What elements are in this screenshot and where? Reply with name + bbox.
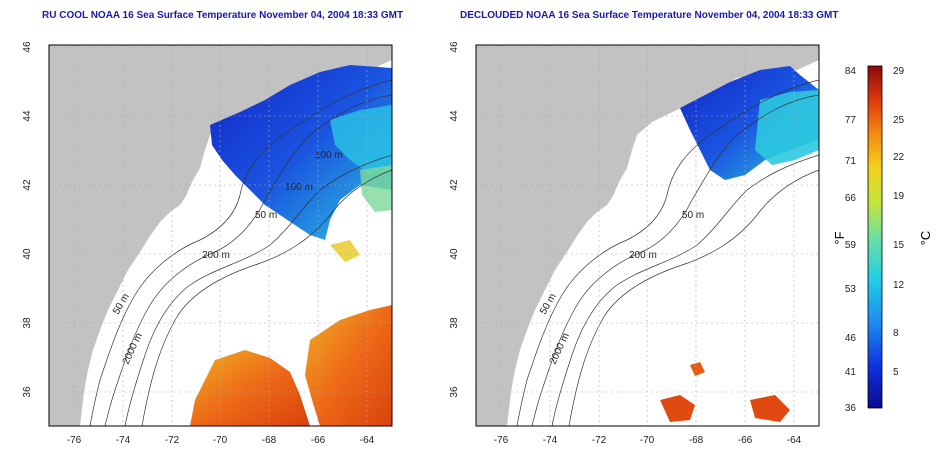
colorbar: 84 77 71 66 59 53 46 41 36 29 25 22 19 1… [832,65,933,414]
colorbar-f-tick: 59 [845,240,857,251]
left-contour-label-1: 100 m [315,150,343,161]
colorbar-c-tick: 29 [893,66,905,77]
left-x-tick: -64 [360,435,375,446]
left-x-tick: -70 [213,435,228,446]
right-sst-cyan [755,90,819,165]
colorbar-c-tick: 22 [893,152,905,163]
left-x-tick: -74 [116,435,131,446]
left-y-tick: 36 [22,386,33,398]
colorbar-c-tick: 5 [893,367,899,378]
left-sst-cold [210,65,392,240]
right-y-tick: 40 [449,248,460,260]
colorbar-f-tick: 77 [845,115,857,126]
right-contours [516,79,819,426]
colorbar-c-tick: 8 [893,328,899,339]
right-grid [476,45,819,426]
right-y-tick: 46 [449,41,460,53]
right-sst-warm-3 [690,362,705,376]
colorbar-f-tick: 46 [845,333,857,344]
right-panel-title: DECLOUDED NOAA 16 Sea Surface Temperatur… [460,10,839,21]
colorbar-c-tick: 12 [893,280,905,291]
right-sst-warm-1 [660,395,695,422]
left-sst-green [360,165,392,212]
left-contour-label-4: 200 m [202,250,230,261]
right-x-tick: -70 [640,435,655,446]
left-y-tick: 46 [22,41,33,53]
left-x-tick: -72 [165,435,180,446]
colorbar-c-tick: 15 [893,240,905,251]
left-x-tick: -76 [67,435,82,446]
right-x-tick: -64 [787,435,802,446]
left-contours [89,79,392,426]
left-map: 100 m 100 m 50 m 200 m 50 m 2000 m -76 -… [22,41,393,446]
left-contour-label-2: 100 m [285,182,313,193]
right-x-tick: -74 [543,435,558,446]
colorbar-fahrenheit-label: °F [832,231,847,244]
left-y-tick: 40 [22,248,33,260]
colorbar-f-tick: 71 [845,156,857,167]
colorbar-f-tick: 66 [845,193,857,204]
colorbar-c-tick: 19 [893,191,905,202]
colorbar-f-tick: 36 [845,403,857,414]
colorbar-c-tick: 25 [893,115,905,126]
left-land [49,45,392,426]
right-x-tick: -66 [738,435,753,446]
colorbar-f-tick: 53 [845,284,857,295]
left-sst-cyan [330,105,392,175]
right-land [476,45,819,426]
right-map-frame [475,44,820,427]
right-y-tick: 38 [449,317,460,329]
colorbar-f-tick: 84 [845,66,857,77]
colorbar-f-tick: 41 [845,367,857,378]
left-x-tick: -68 [262,435,277,446]
left-y-tick: 38 [22,317,33,329]
right-contour-label-2: 200 m [629,250,657,261]
right-y-tick: 42 [449,179,460,191]
left-map-frame [48,44,393,427]
left-y-tick: 42 [22,179,33,191]
right-x-tick: -72 [592,435,607,446]
left-grid [49,45,392,426]
right-contour-label-1: 50 m [682,210,704,221]
colorbar-gradient [867,65,883,409]
right-y-tick: 36 [449,386,460,398]
left-sst-warm-2 [305,305,392,426]
right-map: 50 m 200 m 50 m 2000 m -76 -74 -72 -70 -… [449,41,820,446]
right-x-tick: -76 [494,435,509,446]
left-sst-yellow [330,240,360,262]
colorbar-celsius-label: °C [918,231,933,246]
right-x-tick: -68 [689,435,704,446]
right-y-tick: 44 [449,110,460,122]
left-contour-label-3: 50 m [255,210,277,221]
left-x-tick: -66 [311,435,326,446]
left-panel-title: RU COOL NOAA 16 Sea Surface Temperature … [42,10,404,21]
right-sst-warm-2 [750,395,790,422]
left-y-tick: 44 [22,110,33,122]
